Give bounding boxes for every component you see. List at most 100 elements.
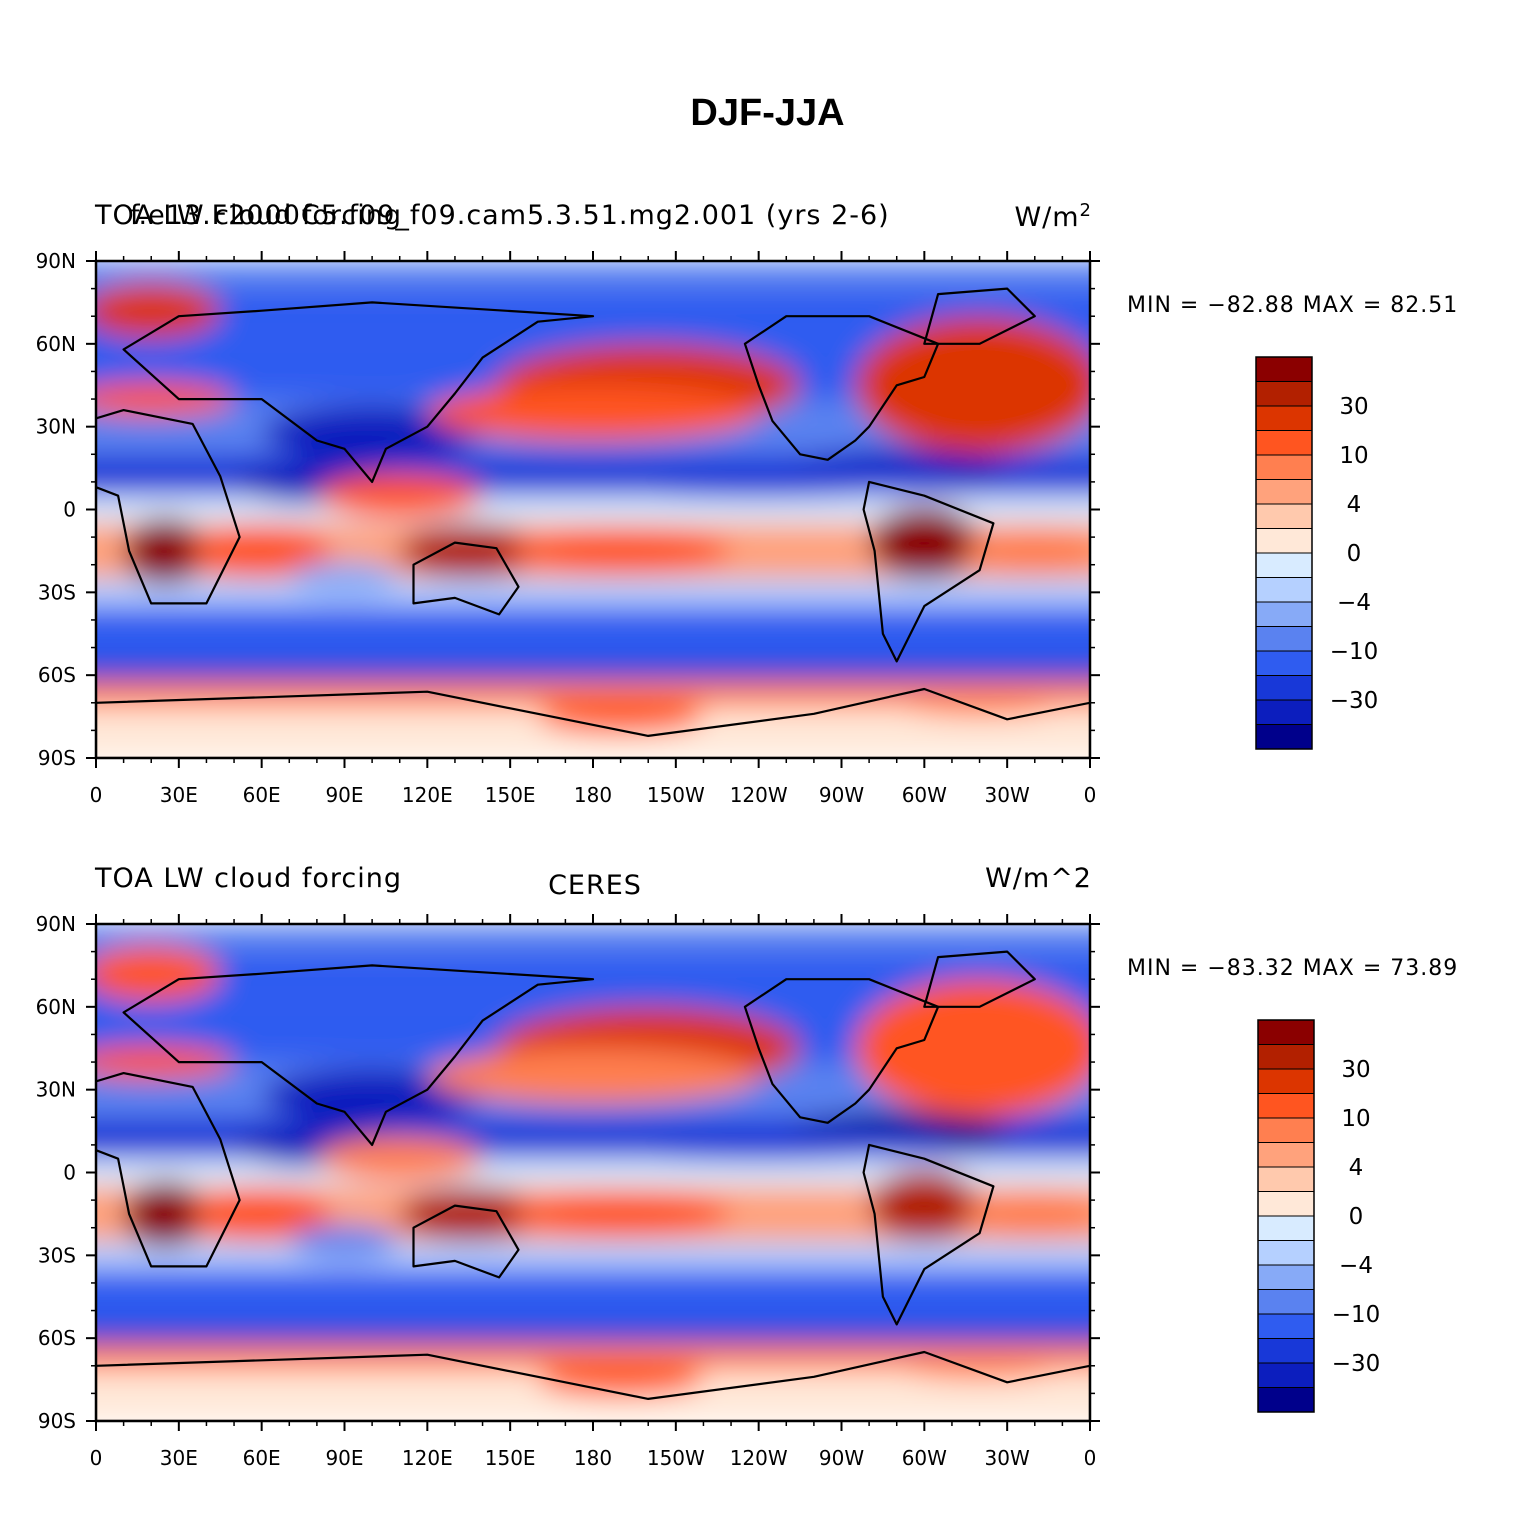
colorbar-swatch — [1255, 577, 1313, 603]
coastline — [122, 964, 595, 1146]
lon-tick-label: 30W — [985, 1446, 1030, 1470]
field-blob — [510, 528, 732, 574]
colorbar-swatch — [1255, 430, 1313, 456]
colorbar-swatch — [1255, 405, 1313, 431]
field-band — [96, 924, 1090, 952]
colorbar-swatch — [1255, 454, 1313, 480]
lon-tick-label: 0 — [90, 783, 103, 807]
lat-tick-label: 90S — [38, 746, 76, 770]
min-max-label: MIN = −83.32 MAX = 73.89 — [1127, 956, 1459, 981]
colorbar-swatch — [1257, 1264, 1315, 1290]
lat-tick-label: 60N — [36, 995, 76, 1019]
colorbar-swatch — [1255, 724, 1313, 750]
colorbar-swatch — [1255, 503, 1313, 529]
field-blob — [869, 506, 980, 579]
colorbar-swatch — [1255, 675, 1313, 701]
colorbar-swatch — [1255, 650, 1313, 676]
colorbar-label: −10 — [1332, 1302, 1381, 1328]
lat-tick-label: 30S — [38, 580, 76, 604]
field-blob — [565, 465, 952, 499]
field-blob — [192, 523, 331, 579]
colorbar-swatch — [1257, 1362, 1315, 1388]
colorbar-label: 30 — [1339, 394, 1368, 420]
lon-tick-label: 60E — [243, 1446, 281, 1470]
coastline — [96, 1072, 241, 1268]
colorbar-label: 10 — [1339, 443, 1368, 469]
field-band — [96, 1241, 1090, 1270]
case-label: f.e13.F2000C5.f09_f09.cam5.3.51.mg2.001 … — [130, 200, 890, 231]
colorbar-swatch — [1257, 1166, 1315, 1192]
variable-label: TOA LW cloud forcing — [95, 200, 402, 231]
colorbar-label: 10 — [1341, 1106, 1370, 1132]
field-blob — [123, 1180, 207, 1248]
lat-tick-label: 0 — [63, 1161, 76, 1185]
field-band — [96, 578, 1090, 607]
map-svg: 0 30E 60E 90E 120E 150E 180 150W 120W 90W 60W 30W 09… — [36, 912, 1381, 1470]
colorbar-label: −4 — [1339, 1253, 1373, 1279]
lon-tick-label: 180 — [574, 783, 612, 807]
colorbar-swatch — [1257, 1019, 1315, 1045]
lat-tick-label: 60S — [38, 663, 76, 687]
lat-tick-label: 90S — [38, 1409, 76, 1433]
colorbar-label: 0 — [1347, 541, 1362, 567]
field-blob — [427, 385, 759, 441]
field-band — [96, 261, 1090, 289]
lon-tick-label: 30E — [160, 1446, 198, 1470]
field-blob — [510, 1191, 732, 1237]
field-blob — [316, 1136, 483, 1181]
field-blob — [96, 1045, 235, 1079]
coastline — [412, 1204, 520, 1279]
coastline — [743, 315, 940, 461]
field-blob — [316, 473, 483, 518]
lon-tick-label: 30W — [985, 783, 1030, 807]
colorbar-label: 4 — [1349, 1155, 1364, 1181]
field-band — [96, 1269, 1090, 1325]
colorbar-swatch — [1257, 1387, 1315, 1413]
coastline — [743, 978, 940, 1124]
lon-tick-label: 150E — [485, 783, 536, 807]
map-panel-model: TOA LW cloud forcing f.e13.F2000C5.f09_f… — [0, 195, 1535, 815]
colorbar: 30 10 4 0 −4 −10 −30 — [1257, 1019, 1381, 1413]
coastline — [923, 287, 1036, 345]
field-blob — [565, 1128, 952, 1162]
field-blob — [399, 523, 538, 579]
colorbar: 30 10 4 0 −4 −10 −30 — [1255, 356, 1378, 750]
lon-tick-label: 150W — [647, 783, 705, 807]
lon-tick-label: 60E — [243, 783, 281, 807]
colorbar-swatch — [1257, 1093, 1315, 1119]
field-band — [96, 1324, 1090, 1344]
colorbar-label: 0 — [1349, 1204, 1364, 1230]
map-panel-obs: TOA LW cloud forcing CERES W/m^2 MIN = −… — [0, 858, 1535, 1478]
field-layer — [96, 924, 1090, 1421]
coastline — [862, 1143, 995, 1326]
field-blob — [869, 1169, 980, 1242]
field-blob — [123, 517, 207, 585]
colorbar-swatch — [1255, 626, 1313, 652]
field-band — [96, 661, 1090, 681]
colorbar-label: 4 — [1347, 492, 1362, 518]
lat-tick-label: 30S — [38, 1243, 76, 1267]
lon-tick-label: 90W — [819, 783, 864, 807]
field-blob — [261, 404, 483, 460]
colorbar-swatch — [1257, 1142, 1315, 1168]
colorbar-swatch — [1257, 1313, 1315, 1339]
lon-tick-label: 0 — [1084, 1446, 1097, 1470]
field-blob — [896, 688, 1063, 717]
lon-tick-label: 90W — [819, 1446, 864, 1470]
coastline — [862, 480, 995, 663]
lon-tick-label: 120W — [730, 783, 788, 807]
coastlines — [96, 950, 1090, 1421]
colorbar-swatch — [1255, 381, 1313, 407]
field-blob — [855, 316, 1090, 455]
lon-tick-label: 60W — [902, 1446, 947, 1470]
lon-tick-label: 120E — [402, 783, 453, 807]
case-label: CERES — [548, 870, 642, 901]
colorbar-swatch — [1257, 1117, 1315, 1143]
colorbar-label: 30 — [1341, 1057, 1370, 1083]
field-blob — [855, 979, 1090, 1118]
colorbar-swatch — [1255, 528, 1313, 554]
colorbar-swatch — [1257, 1044, 1315, 1070]
colorbar-label: −4 — [1337, 590, 1371, 616]
field-blob — [289, 561, 400, 596]
coastline — [96, 409, 241, 605]
